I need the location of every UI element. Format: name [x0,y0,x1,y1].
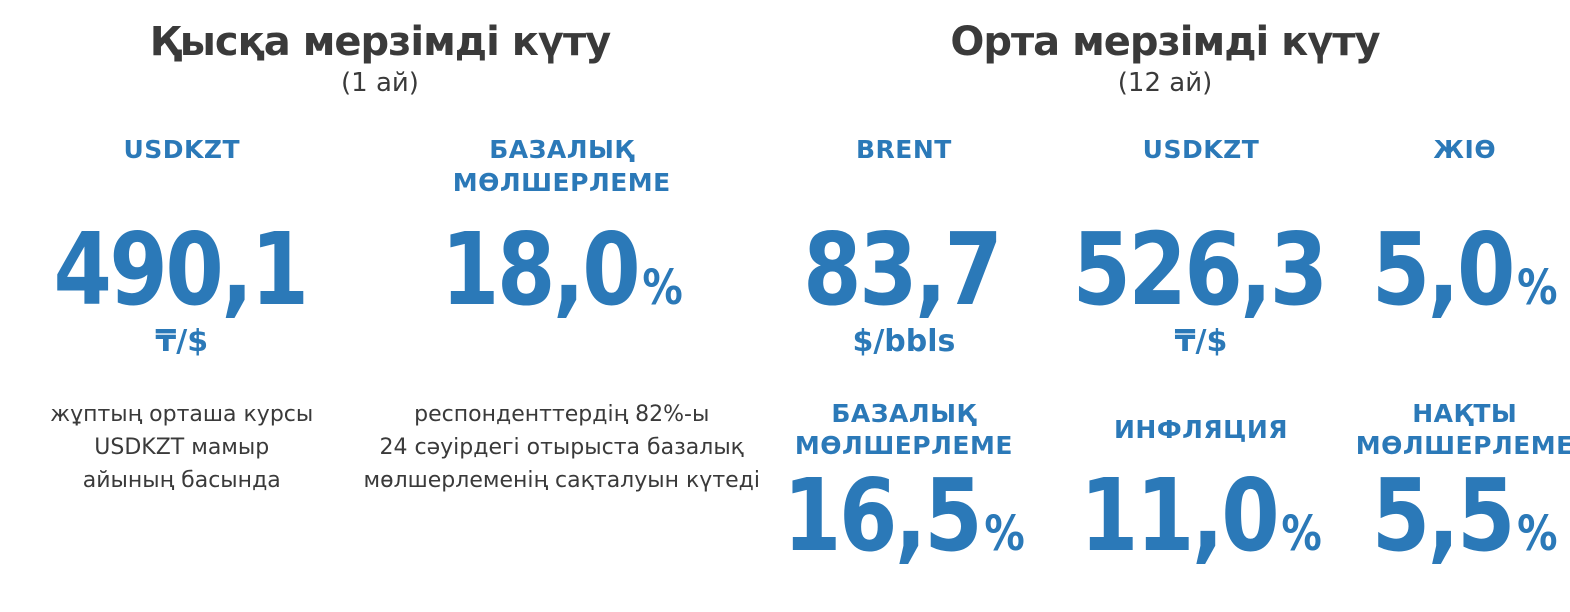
stat-value-suffix: % [1281,506,1322,562]
stat-value: 5,0 [1371,211,1516,328]
stat-label-line: БАЗАЛЫҚ [489,135,635,164]
stat-value-suffix: % [1517,506,1558,562]
stat-brent-and-base-rate-12m: BRENT 83,7 $/bbls БАЗАЛЫҚ МӨЛШЕРЛЕМЕ [760,112,1048,574]
stat-unit: ₸/$ [155,323,209,359]
stat-value: 11,0 [1080,457,1280,574]
stat-unit: $/bbls [852,323,956,359]
stat-value: 5,5 [1371,457,1516,574]
stat-value-zone: 83,7 [784,204,1024,328]
stat-description: жұптың орташа курсы USDKZT мамыр айының … [50,398,313,497]
stat-second-label-zone: НАҚТЫ МӨЛШЕРЛЕМЕ [1356,390,1570,470]
stat-value: 18,0 [440,211,641,328]
stat-label-zone: ЖІӨ [1433,134,1496,204]
stat-description-line: жұптың орташа курсы [50,402,314,427]
stat-value-wrap: 526,3 [1072,211,1329,328]
stat-unit: ₸/$ [1174,323,1228,359]
stat-value-zone: 526,3 [1048,204,1354,328]
stat-value-zone: 5,0 % [1354,204,1570,328]
stat-label-line: НАҚТЫ [1412,398,1518,428]
stat-value-wrap: 490,1 [53,211,310,328]
stat-label: BRENT [855,135,952,164]
short-term-title: Қысқа мерзімді күту [149,19,611,65]
stat-label-line: БАЗАЛЫҚ [831,398,977,428]
stat-label: ЖІӨ [1433,135,1497,164]
stat-base-rate-1m: БАЗАЛЫҚ МӨЛШЕРЛЕМЕ 18,0 % респонденттерд… [364,112,760,497]
stat-value-wrap: 16,5 % [783,457,1025,574]
stat-label-zone: BRENT [856,134,952,204]
stat-second-label-zone: БАЗАЛЫҚ МӨЛШЕРЛЕМЕ [795,390,1013,470]
medium-term-subtitle: (12 ай) [1117,68,1213,98]
stat-label: ИНФЛЯЦИЯ [1113,414,1288,444]
short-term-stats: USDKZT 490,1 ₸/$ жұптың орташа курсы USD… [0,112,760,497]
stat-label-line: МӨЛШЕРЛЕМЕ [1355,431,1570,460]
short-term-subtitle: (1 ай) [341,68,419,98]
stat-description-line: айының басында [82,468,281,493]
stat-label-zone: USDKZT [123,134,240,204]
stat-gdp-and-real-rate-12m: ЖІӨ 5,0 % НАҚТЫ МӨЛШЕРЛЕМЕ [1354,112,1570,574]
stat-value-wrap: 18,0 % [440,211,683,328]
stat-description-line: 24 сәуірдегі отырыста базалық [379,435,744,460]
stat-value: 526,3 [1072,211,1328,328]
medium-term-title: Орта мерзімді күту [950,19,1380,65]
stat-value-wrap: 5,5 % [1371,457,1558,574]
stat-usdkzt-and-inflation-12m: USDKZT 526,3 ₸/$ ИНФЛЯЦИЯ 11,0 [1048,112,1354,574]
stat-label: USDKZT [1142,135,1260,164]
stat-usdkzt-1m: USDKZT 490,1 ₸/$ жұптың орташа курсы USD… [0,112,364,497]
stat-value-suffix: % [642,260,683,316]
stat-value: 83,7 [803,211,1003,328]
stat-value-wrap: 11,0 % [1080,457,1322,574]
stat-description-line: респонденттердің 82%-ы [414,402,710,427]
stat-value-zone: 18,0 % [418,204,706,328]
medium-term-panel: Орта мерзімді күту (12 ай) BRENT 83,7 $/… [760,0,1570,612]
stat-description: респонденттердің 82%-ы 24 сәуірдегі отыр… [364,398,760,497]
stat-label-zone: БАЗАЛЫҚ МӨЛШЕРЛЕМЕ [453,134,671,204]
stat-label-zone: USDKZT [1143,134,1260,204]
stat-value-wrap: 83,7 [803,211,1004,328]
stat-second-value-zone: 5,5 % [1354,457,1570,574]
stat-label-line: МӨЛШЕРЛЕМЕ [794,431,1013,460]
stat-label-line: МӨЛШЕРЛЕМЕ [452,167,671,197]
stat-description-line: USDKZT мамыр [94,435,270,460]
stat-value-suffix: % [984,506,1025,562]
stat-value-zone: 490,1 [29,204,335,328]
stat-value-wrap: 5,0 % [1371,211,1558,328]
medium-term-stats: BRENT 83,7 $/bbls БАЗАЛЫҚ МӨЛШЕРЛЕМЕ [760,112,1570,574]
stat-value: 490,1 [53,211,309,328]
stat-second-value-zone: 11,0 % [1057,457,1345,574]
stat-description-line: мөлшерлеменің сақталуын күтеді [363,468,760,493]
stat-second-value-zone: 16,5 % [760,457,1048,574]
stat-value-suffix: % [1517,260,1558,316]
stat-value: 16,5 [783,457,983,574]
short-term-panel: Қысқа мерзімді күту (1 ай) USDKZT 490,1 … [0,0,760,612]
stat-second-label-zone: ИНФЛЯЦИЯ [1114,390,1288,470]
stat-label: USDKZT [123,135,241,164]
